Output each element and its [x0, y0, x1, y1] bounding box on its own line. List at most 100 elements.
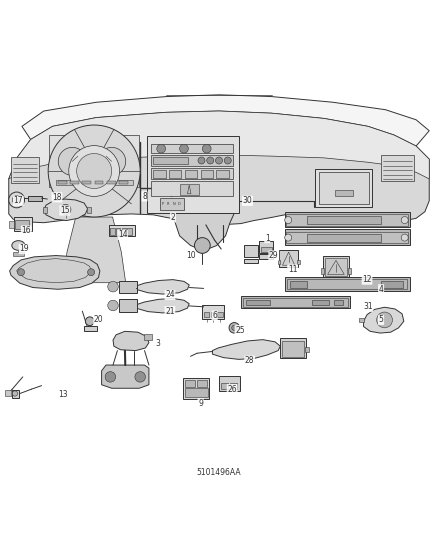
- Bar: [119, 280, 137, 293]
- Circle shape: [232, 325, 237, 330]
- Bar: [122, 228, 126, 235]
- Bar: [202, 305, 224, 319]
- Bar: [243, 298, 348, 307]
- Circle shape: [18, 269, 25, 276]
- Bar: [261, 247, 272, 252]
- Bar: [144, 334, 152, 340]
- Bar: [211, 312, 216, 317]
- Bar: [110, 228, 115, 235]
- Text: 28: 28: [245, 356, 254, 365]
- Text: 21: 21: [165, 306, 175, 316]
- Bar: [219, 376, 240, 391]
- Bar: [119, 181, 128, 184]
- Bar: [14, 217, 32, 231]
- Circle shape: [180, 144, 188, 153]
- Bar: [204, 312, 209, 317]
- Polygon shape: [171, 213, 234, 249]
- Bar: [305, 346, 309, 352]
- Bar: [185, 169, 197, 177]
- Text: R: R: [167, 203, 170, 206]
- Polygon shape: [63, 217, 126, 282]
- Bar: [315, 169, 372, 207]
- Bar: [230, 383, 237, 389]
- Circle shape: [229, 322, 240, 333]
- Text: 11: 11: [288, 265, 297, 274]
- Bar: [241, 296, 350, 308]
- Bar: [12, 390, 19, 398]
- Bar: [185, 388, 208, 397]
- Polygon shape: [44, 199, 88, 221]
- Text: 25: 25: [235, 326, 245, 335]
- Bar: [151, 181, 233, 197]
- Circle shape: [98, 147, 126, 175]
- Bar: [153, 157, 188, 165]
- Bar: [307, 216, 381, 224]
- Text: 26: 26: [227, 385, 237, 394]
- Bar: [286, 232, 408, 243]
- Bar: [285, 277, 410, 290]
- Polygon shape: [113, 332, 149, 351]
- Circle shape: [85, 317, 94, 326]
- Bar: [82, 181, 91, 184]
- Circle shape: [194, 238, 210, 253]
- Bar: [334, 300, 343, 305]
- Bar: [286, 214, 408, 226]
- Bar: [221, 383, 228, 389]
- Bar: [151, 167, 233, 179]
- Text: 10: 10: [186, 251, 195, 260]
- Bar: [15, 220, 29, 229]
- Text: 24: 24: [165, 290, 175, 300]
- Text: 14: 14: [118, 230, 127, 239]
- Text: 6: 6: [212, 311, 217, 320]
- Bar: [325, 258, 347, 276]
- Bar: [70, 181, 79, 184]
- Bar: [127, 228, 132, 235]
- Bar: [312, 300, 329, 305]
- Bar: [147, 136, 239, 213]
- Polygon shape: [9, 111, 429, 225]
- Bar: [116, 228, 120, 235]
- Text: 20: 20: [94, 316, 103, 325]
- Circle shape: [207, 157, 214, 164]
- Bar: [244, 259, 258, 263]
- Circle shape: [12, 196, 21, 204]
- Circle shape: [202, 144, 211, 153]
- Circle shape: [60, 204, 71, 215]
- Bar: [381, 155, 414, 181]
- Bar: [217, 312, 223, 317]
- Bar: [13, 252, 24, 255]
- Text: 16: 16: [21, 226, 31, 235]
- Bar: [95, 181, 103, 184]
- Circle shape: [48, 125, 140, 217]
- Bar: [319, 172, 369, 204]
- Text: N: N: [172, 203, 175, 206]
- Bar: [307, 233, 381, 241]
- Bar: [246, 300, 270, 305]
- Text: 15: 15: [60, 206, 70, 215]
- Bar: [28, 196, 42, 201]
- Circle shape: [198, 157, 205, 164]
- Bar: [84, 326, 97, 332]
- Bar: [279, 250, 298, 266]
- Bar: [280, 338, 306, 359]
- Ellipse shape: [12, 241, 25, 251]
- Circle shape: [401, 216, 408, 223]
- Circle shape: [105, 372, 116, 382]
- Bar: [56, 180, 133, 185]
- Circle shape: [157, 144, 166, 153]
- Bar: [323, 256, 349, 278]
- Text: 9: 9: [198, 399, 203, 408]
- Polygon shape: [136, 298, 189, 313]
- Circle shape: [69, 146, 120, 197]
- Circle shape: [285, 216, 292, 223]
- Bar: [43, 207, 47, 213]
- Text: 3: 3: [155, 338, 160, 348]
- Bar: [348, 268, 351, 273]
- Bar: [58, 181, 67, 184]
- Circle shape: [12, 391, 18, 396]
- Polygon shape: [10, 255, 100, 289]
- Text: 29: 29: [269, 251, 279, 260]
- Text: 17: 17: [14, 196, 23, 205]
- Bar: [5, 390, 11, 395]
- Circle shape: [58, 147, 86, 175]
